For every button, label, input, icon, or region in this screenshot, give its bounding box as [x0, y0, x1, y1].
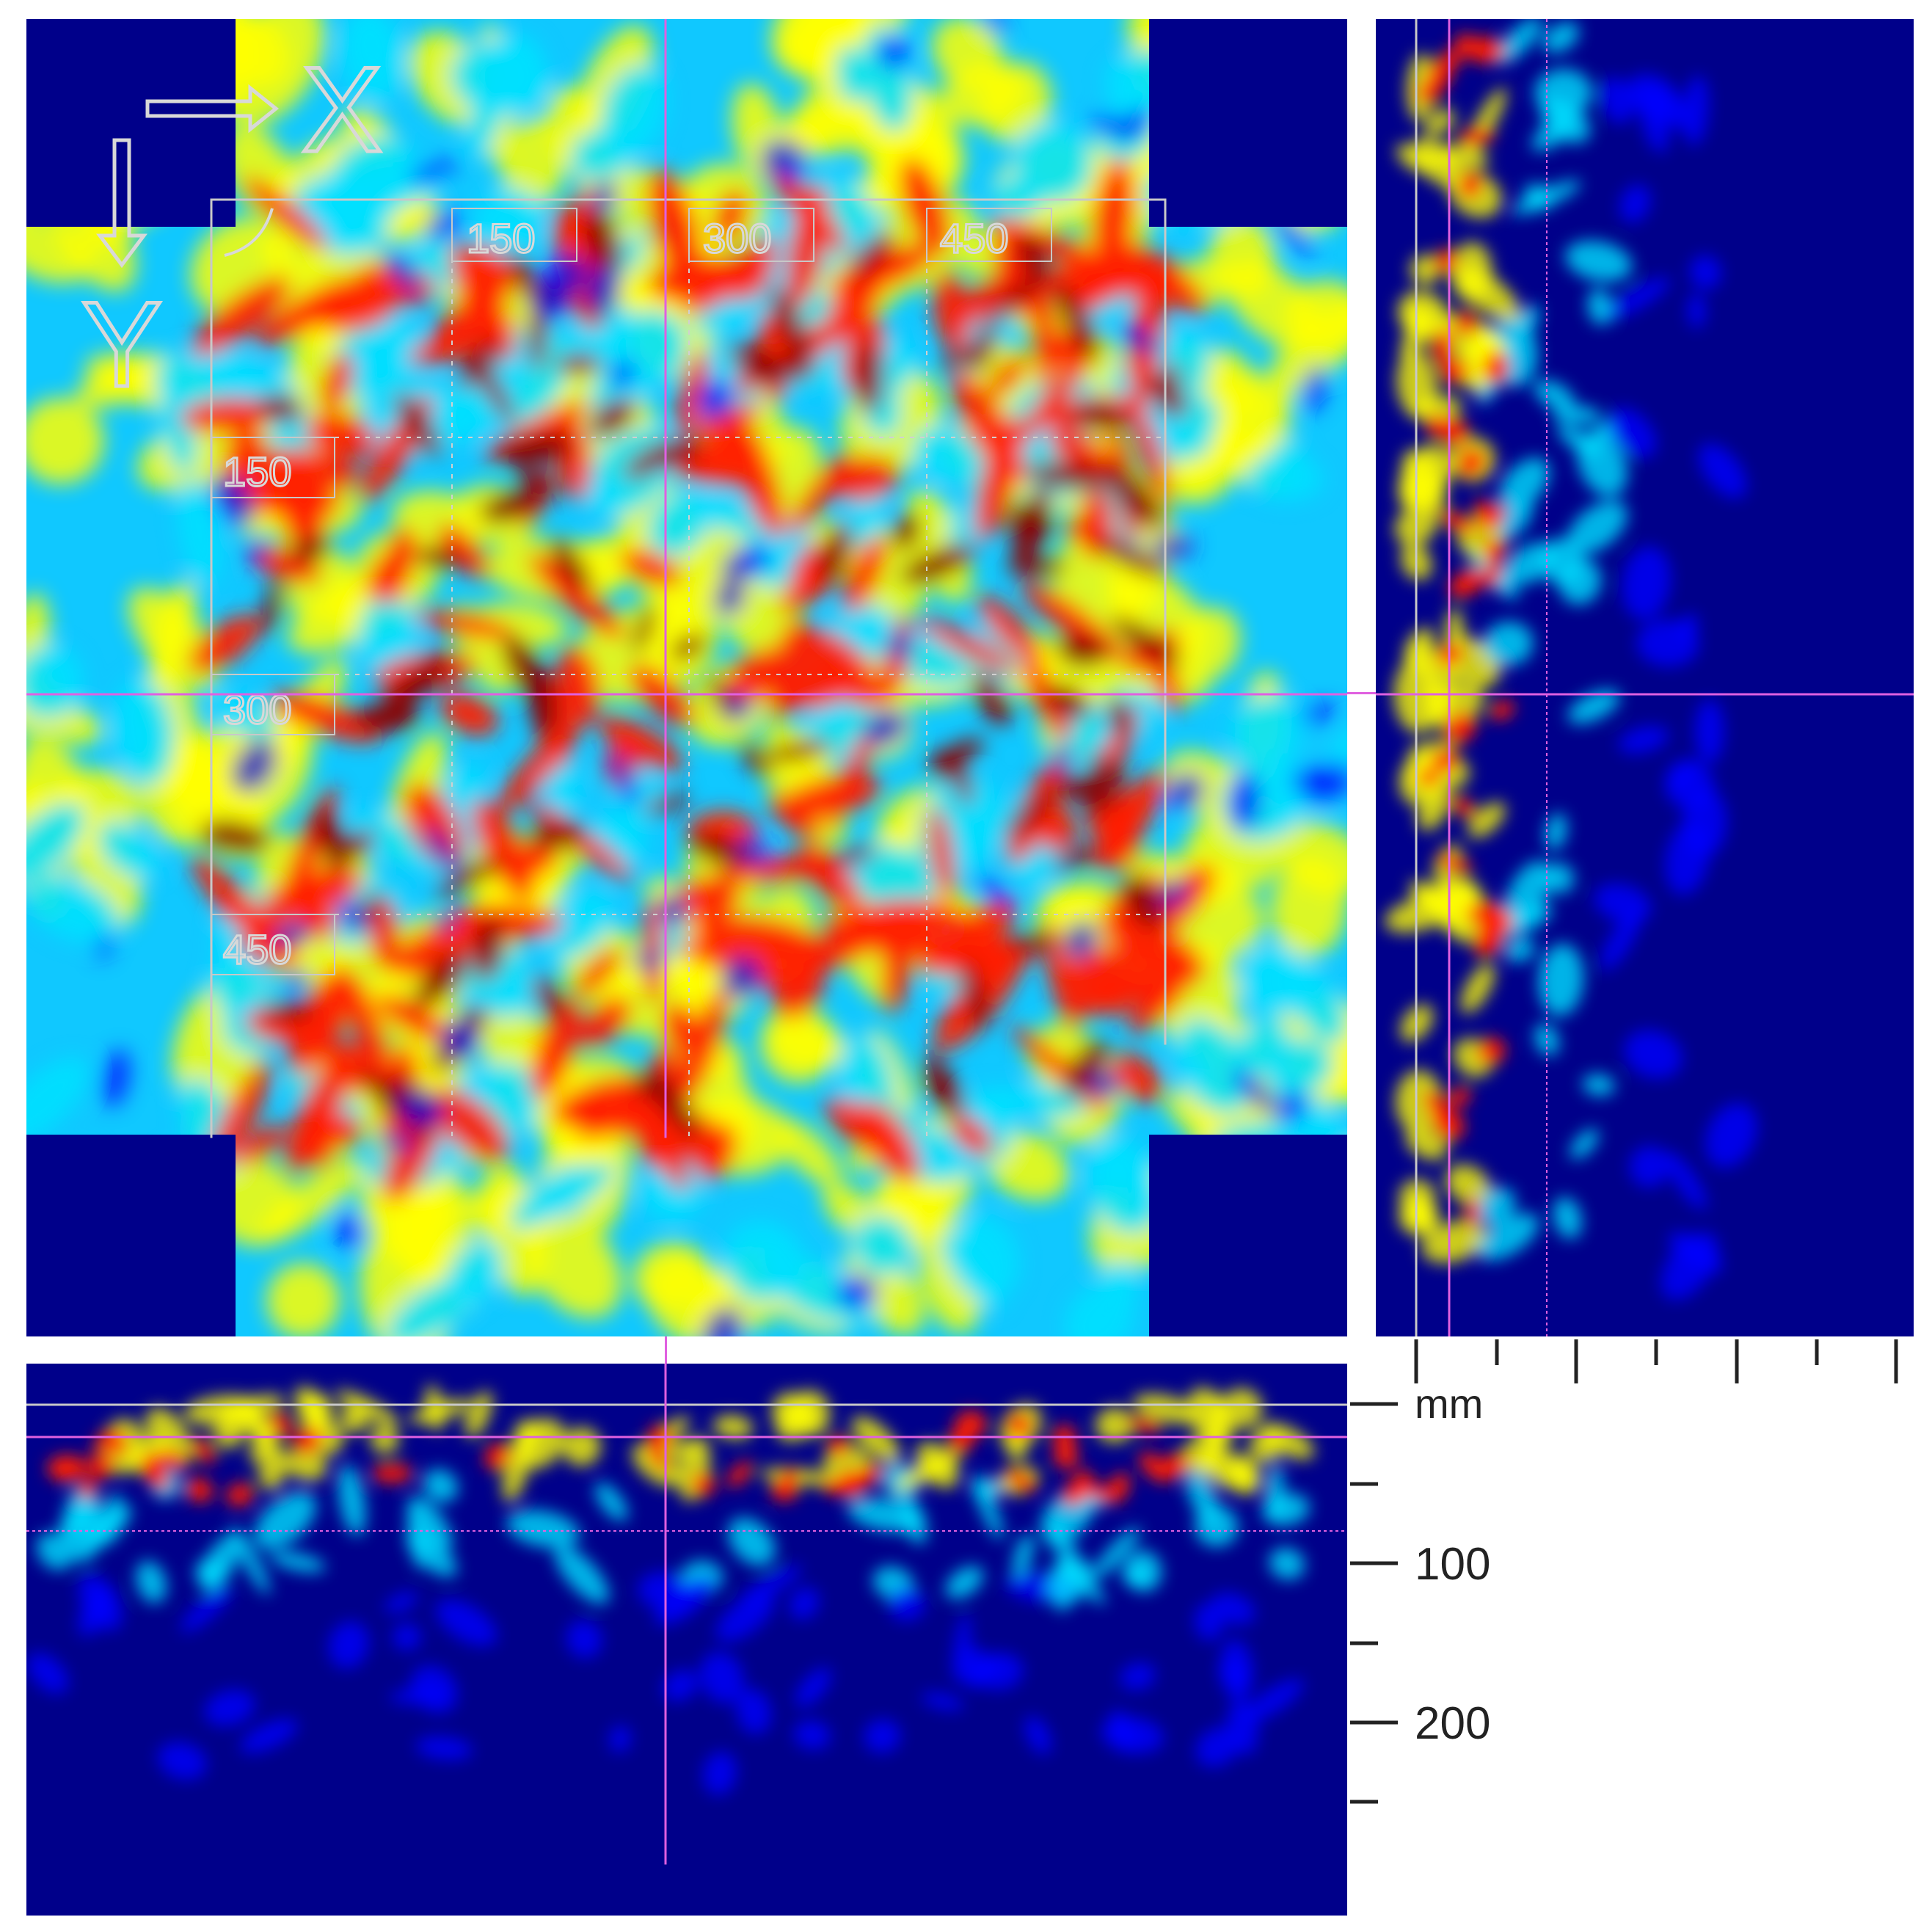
- depth-unit-label: mm: [1415, 1380, 1483, 1427]
- depth-label-200: 200: [1415, 1698, 1490, 1749]
- depth-label-300: 300: [1415, 1857, 1490, 1907]
- depth-label-100: 100: [1415, 1539, 1490, 1590]
